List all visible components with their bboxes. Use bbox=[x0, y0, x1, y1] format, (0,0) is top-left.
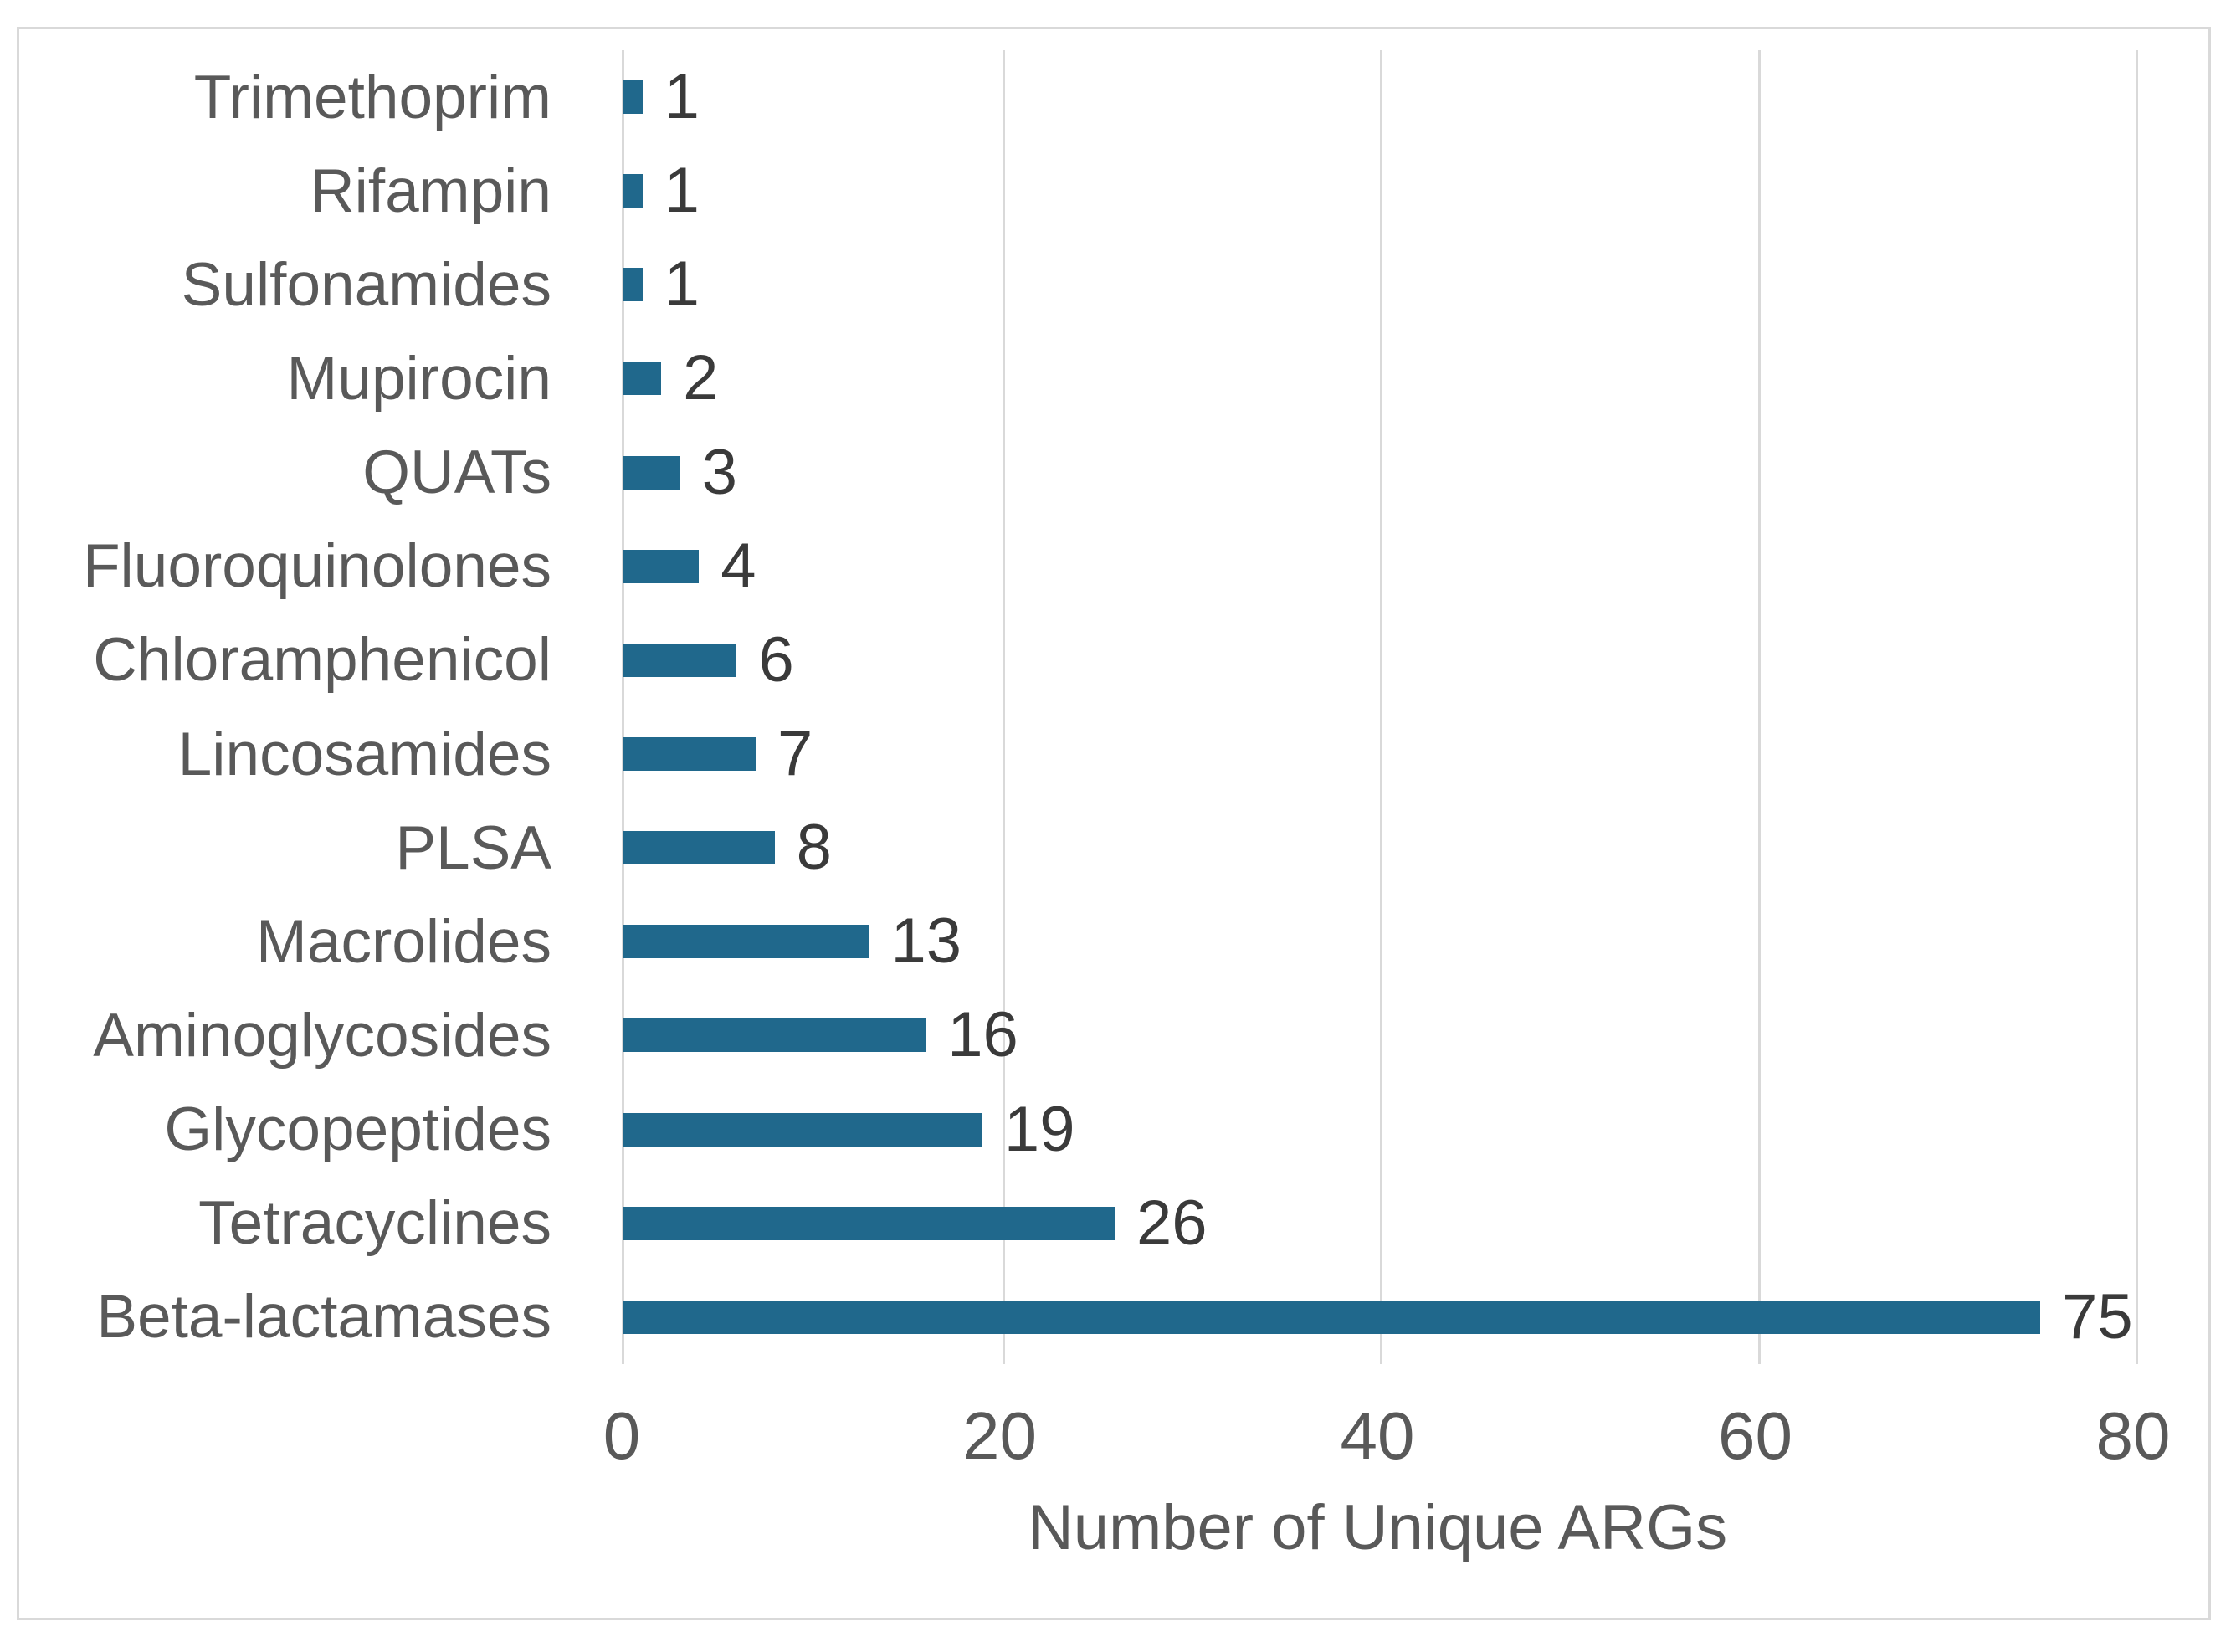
chart-frame-border bbox=[17, 27, 2211, 1620]
x-tick-label: 0 bbox=[603, 1398, 641, 1473]
value-label: 16 bbox=[947, 999, 1018, 1071]
gridline-40 bbox=[1380, 50, 1382, 1364]
bar bbox=[623, 1300, 2041, 1334]
value-label: 3 bbox=[701, 436, 737, 508]
bar bbox=[623, 174, 643, 208]
gridline-60 bbox=[1757, 50, 1761, 1364]
value-label: 75 bbox=[2062, 1280, 2133, 1352]
x-axis-tick-labels: 0 20 40 60 80 bbox=[603, 1398, 2171, 1478]
value-label: 26 bbox=[1136, 1187, 1208, 1259]
category-label: Rifampin bbox=[310, 156, 551, 225]
gridline-20 bbox=[1002, 50, 1005, 1364]
bar bbox=[623, 1018, 926, 1053]
bar-row: Sulfonamides 1 bbox=[0, 238, 2236, 331]
bar-row: Beta-lactamases 75 bbox=[0, 1270, 2236, 1364]
bar-row: Macrolides 13 bbox=[0, 895, 2236, 988]
value-label: 1 bbox=[664, 61, 700, 133]
bar bbox=[623, 362, 662, 396]
bar-row: Rifampin 1 bbox=[0, 144, 2236, 238]
bar-row: PLSA 8 bbox=[0, 801, 2236, 895]
category-label: Beta-lactamases bbox=[96, 1283, 551, 1352]
bar-row: QUATs 3 bbox=[0, 426, 2236, 520]
bar bbox=[623, 455, 680, 490]
value-label: 6 bbox=[758, 623, 794, 695]
x-tick-label: 40 bbox=[1340, 1398, 1415, 1473]
category-label: Lincosamides bbox=[177, 720, 551, 788]
bar bbox=[623, 268, 643, 302]
bar-row: Glycopeptides 19 bbox=[0, 1083, 2236, 1177]
bar-row: Tetracyclines 26 bbox=[0, 1177, 2236, 1270]
category-label: Sulfonamides bbox=[181, 250, 551, 319]
bar bbox=[623, 80, 643, 115]
value-label: 4 bbox=[721, 530, 756, 602]
value-label: 13 bbox=[890, 906, 962, 977]
bar bbox=[623, 737, 756, 772]
category-label: Tetracyclines bbox=[198, 1189, 551, 1258]
category-label: Mupirocin bbox=[286, 344, 551, 413]
bar-row: Aminoglycosides 16 bbox=[0, 988, 2236, 1082]
value-label: 2 bbox=[683, 342, 719, 414]
x-tick-label: 80 bbox=[2095, 1398, 2171, 1473]
x-axis-title: Number of Unique ARGs bbox=[1027, 1492, 1728, 1563]
category-label: Chloramphenicol bbox=[93, 626, 551, 695]
plot-area bbox=[622, 50, 2138, 1364]
bar-row: Fluoroquinolones 4 bbox=[0, 520, 2236, 613]
gridline-80 bbox=[2136, 50, 2138, 1364]
bar-row: Lincosamides 7 bbox=[0, 707, 2236, 801]
x-tick-label: 60 bbox=[1718, 1398, 1792, 1473]
bar-row: Trimethoprim 1 bbox=[0, 50, 2236, 144]
bar bbox=[623, 831, 775, 865]
category-label: PLSA bbox=[395, 813, 551, 882]
bar-row: Chloramphenicol 6 bbox=[0, 613, 2236, 707]
bar bbox=[623, 1206, 1115, 1240]
value-label: 8 bbox=[796, 812, 832, 884]
bar bbox=[623, 925, 869, 959]
value-label: 1 bbox=[664, 249, 700, 321]
value-label: 1 bbox=[664, 155, 700, 227]
bar bbox=[623, 1112, 982, 1147]
category-label: Trimethoprim bbox=[193, 63, 551, 131]
bar-row: Mupirocin 2 bbox=[0, 331, 2236, 425]
x-tick-label: 20 bbox=[962, 1398, 1037, 1473]
bar bbox=[623, 549, 700, 583]
category-label: Aminoglycosides bbox=[93, 1001, 551, 1070]
category-label: Macrolides bbox=[256, 907, 551, 976]
category-label: Fluoroquinolones bbox=[82, 532, 551, 601]
value-label: 19 bbox=[1003, 1093, 1075, 1165]
category-label: QUATs bbox=[362, 439, 551, 507]
value-label: 7 bbox=[777, 718, 813, 790]
bar-rows: Trimethoprim 1 Rifampin 1 Sulfonamides 1… bbox=[0, 50, 2236, 1364]
category-label: Glycopeptides bbox=[164, 1095, 551, 1164]
bar bbox=[623, 643, 737, 677]
